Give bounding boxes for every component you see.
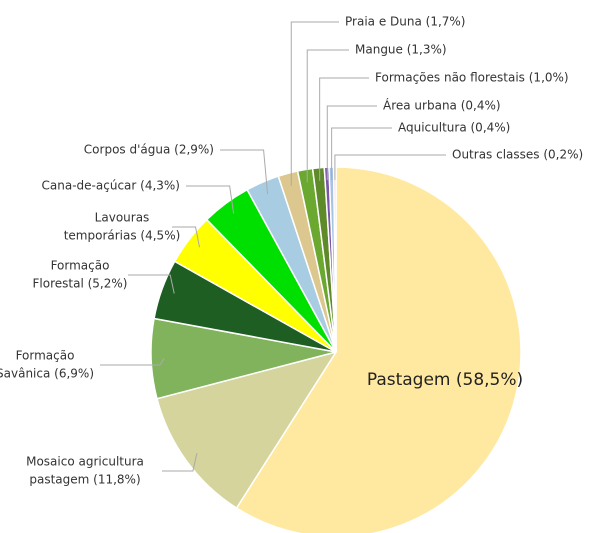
- slice-label: Aquicultura (0,4%): [398, 121, 510, 135]
- leader-line: [172, 226, 201, 248]
- slice-label-inside: Pastagem (58,5%): [367, 370, 523, 390]
- slice-label: Florestal (5,2%): [33, 277, 128, 291]
- leader-line: [162, 453, 198, 472]
- slice-label: pastagem (11,8%): [29, 473, 140, 487]
- pie-slice: [156, 350, 338, 510]
- slice-label: Cana-de-açúcar (4,3%): [42, 179, 180, 193]
- slice-label: Mosaico agricultura: [26, 455, 144, 469]
- slice-label: Praia e Duna (1,7%): [345, 15, 465, 29]
- leader-line: [186, 185, 235, 214]
- slice-label: Formação: [51, 259, 110, 273]
- slice-label: Área urbana (0,4%): [383, 98, 501, 113]
- leader-line: [331, 127, 392, 181]
- slice-label: Corpos d'água (2,9%): [84, 143, 214, 157]
- slice-label: Formação: [16, 349, 75, 363]
- leader-line: [306, 49, 349, 183]
- slice-label: Lavouras: [95, 211, 150, 225]
- slice-label: Formações não florestais (1,0%): [375, 71, 569, 85]
- leader-line: [290, 21, 339, 186]
- slice-label: Savânica (6,9%): [0, 367, 94, 381]
- pie-slice: [235, 166, 522, 533]
- leader-line: [128, 274, 175, 294]
- leader-line: [326, 105, 377, 181]
- leader-line: [100, 358, 165, 366]
- slice-label: Outras classes (0,2%): [452, 148, 583, 162]
- leader-line: [319, 77, 369, 181]
- leader-line: [220, 149, 269, 195]
- slice-label: Mangue (1,3%): [355, 43, 447, 57]
- slice-label: temporárias (4,5%): [64, 229, 181, 243]
- leader-line: [334, 154, 446, 180]
